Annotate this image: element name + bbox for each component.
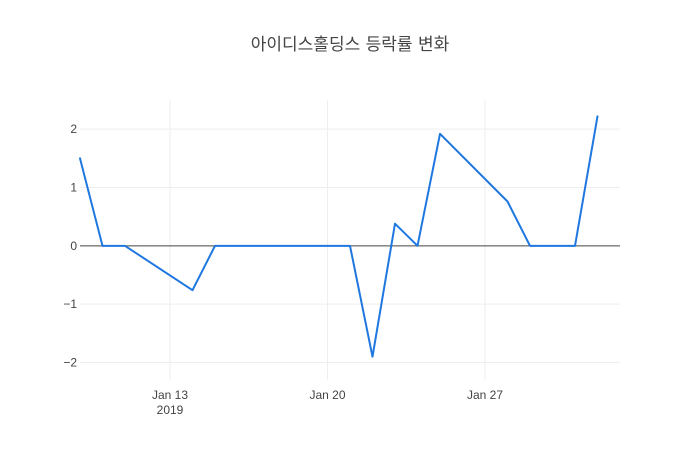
x-tick-year-label: 2019 xyxy=(157,403,184,417)
data-point[interactable] xyxy=(505,199,511,205)
x-tick-label: Jan 13 xyxy=(152,388,188,402)
data-point[interactable] xyxy=(595,113,601,119)
data-point[interactable] xyxy=(235,243,241,249)
y-tick-label: −2 xyxy=(63,356,77,370)
x-tick-label: Jan 20 xyxy=(309,388,345,402)
data-point[interactable] xyxy=(347,243,353,249)
series-layer xyxy=(77,113,601,360)
y-tick-label: 1 xyxy=(70,181,77,195)
data-point[interactable] xyxy=(122,243,128,249)
data-point[interactable] xyxy=(550,243,556,249)
data-point[interactable] xyxy=(100,243,106,249)
data-point[interactable] xyxy=(280,243,286,249)
data-point[interactable] xyxy=(437,131,443,137)
series-line xyxy=(79,115,599,358)
y-tick-label: −1 xyxy=(63,297,77,311)
data-point[interactable] xyxy=(77,155,83,161)
data-point[interactable] xyxy=(190,287,196,293)
chart-title: 아이디스홀딩스 등락률 변화 xyxy=(251,35,450,55)
x-tick-label: Jan 27 xyxy=(467,388,503,402)
grid-layer xyxy=(80,100,620,380)
data-point[interactable] xyxy=(212,243,218,249)
data-point[interactable] xyxy=(415,243,421,249)
data-point[interactable] xyxy=(392,221,398,227)
data-point[interactable] xyxy=(257,243,263,249)
y-tick-label: 0 xyxy=(70,239,77,253)
y-tick-label: 2 xyxy=(70,122,77,136)
data-point[interactable] xyxy=(527,243,533,249)
data-point[interactable] xyxy=(572,243,578,249)
data-point[interactable] xyxy=(370,354,376,360)
